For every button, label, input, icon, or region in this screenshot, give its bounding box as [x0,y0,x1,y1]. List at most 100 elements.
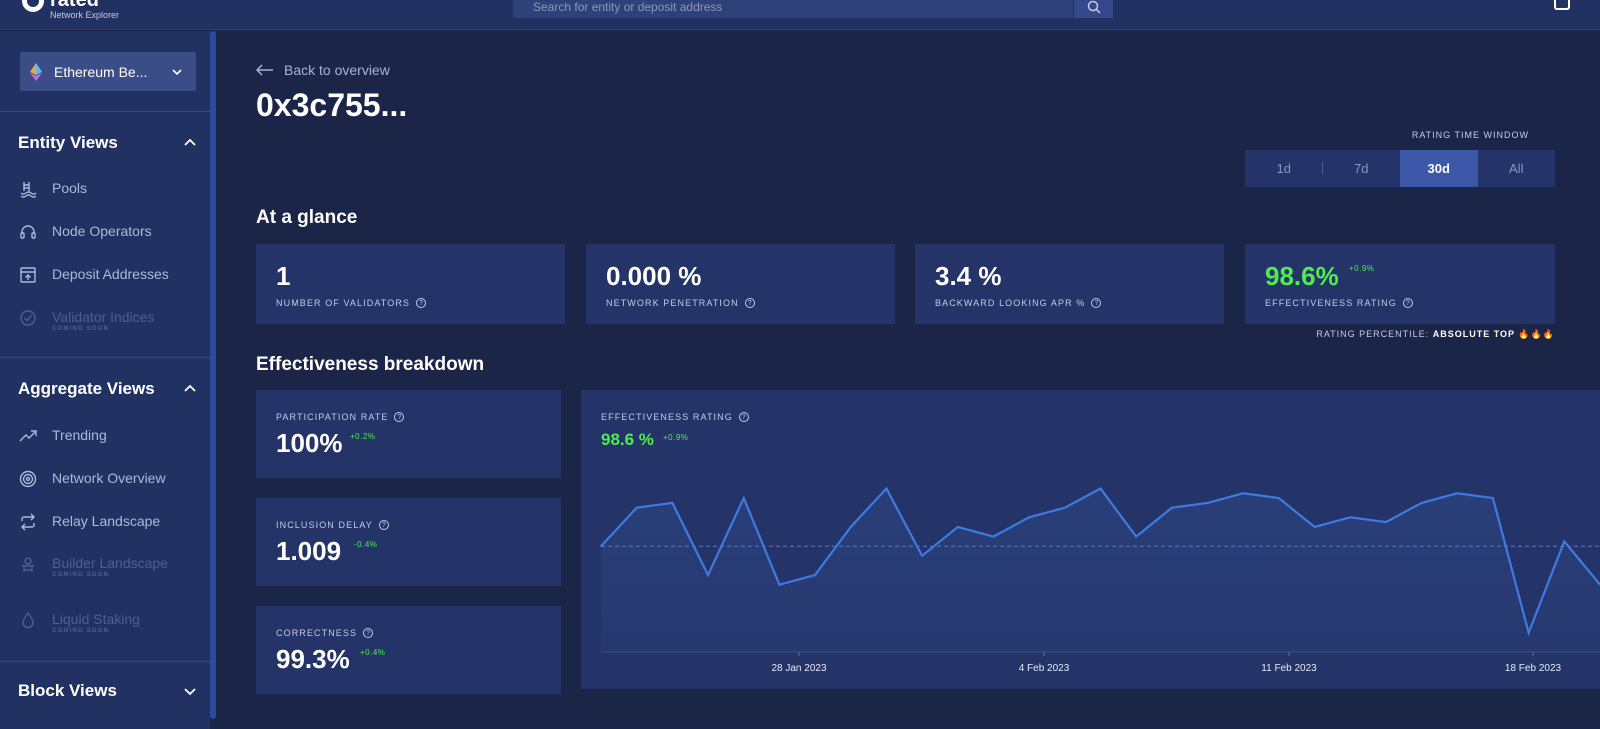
rating-window-option-label: 7d [1354,161,1369,176]
chart-point [1456,492,1459,495]
chevron-down-icon [172,68,182,75]
effectiveness-chart-card: EFFECTIVENESS RATING? 98.6 % +0.9% 28 Ja… [581,390,1600,689]
aggregate-views-header[interactable]: Aggregate Views [18,379,196,399]
sidebar-item-label: Builder Landscape [52,555,168,571]
sidebar-item-validator-indices: Validator Indices COMING SOON [18,308,154,332]
help-icon[interactable]: ? [378,520,389,530]
card-label-text: BACKWARD LOOKING APR % [935,298,1086,308]
rating-window-option-label: All [1509,161,1524,176]
rating-percentile-value: ABSOLUTE TOP 🔥🔥🔥 [1432,329,1555,339]
card-label: PARTICIPATION RATE? [276,412,405,422]
chart-point [992,535,995,538]
delta-badge: +0.2% [350,432,376,441]
apr-card: 3.4 % BACKWARD LOOKING APR %? [915,244,1224,324]
card-label: NUMBER OF VALIDATORS? [276,298,427,308]
rating-percentile: RATING PERCENTILE: ABSOLUTE TOP 🔥🔥🔥 [1216,329,1555,340]
network-penetration-card: 0.000 % NETWORK PENETRATION? [586,244,895,324]
rating-window-option-label: 1d [1276,161,1291,176]
card-label: INCLUSION DELAY? [276,520,389,530]
block-views-header[interactable]: Block Views [18,681,196,701]
chart-point [849,526,852,528]
cart-icon[interactable] [1554,0,1570,10]
help-icon[interactable]: ? [1091,298,1102,308]
card-label-text: CORRECTNESS [276,628,358,638]
card-value: 100% [276,428,343,458]
chart-point [1135,535,1137,538]
help-icon[interactable]: ? [394,412,405,422]
delta-badge: +0.9% [1349,264,1375,273]
x-tick-label: 11 Feb 2023 [1261,663,1317,674]
rating-window-option-label: 30d [1427,161,1450,176]
relay-icon [18,512,38,532]
sidebar-item-node-operators[interactable]: Node Operators [18,222,152,242]
help-icon[interactable]: ? [738,412,749,422]
logo[interactable]: rated Network Explorer [22,0,119,20]
check-circle-icon [18,308,38,328]
pool-icon [18,179,38,199]
search-input[interactable] [513,0,1073,18]
search-button[interactable] [1073,0,1113,18]
divider [0,661,210,662]
delta-badge: +0.9% [663,433,689,442]
back-link[interactable]: Back to overview [256,62,390,78]
block-views-title: Block Views [18,681,117,700]
sidebar-item-relay-landscape[interactable]: Relay Landscape [18,512,160,532]
chart-point [671,502,674,504]
entity-views-title: Entity Views [18,133,118,152]
sidebar-scrollbar[interactable] [210,31,216,719]
rating-percentile-label: RATING PERCENTILE: [1316,329,1430,339]
sidebar-item-trending[interactable]: Trending [18,426,107,446]
sidebar-item-builder-landscape: Builder Landscape COMING SOON [18,554,168,578]
chart-label: EFFECTIVENESS RATING? [601,412,749,422]
card-label-text: NUMBER OF VALIDATORS [276,298,411,308]
card-label: EFFECTIVENESS RATING? [1265,298,1413,308]
card-value: 1.009 [276,536,342,566]
headset-icon [18,222,38,242]
rating-window-7d[interactable]: 7d [1323,150,1401,187]
rating-window-30d[interactable]: 30d [1400,150,1478,187]
effectiveness-chart[interactable]: 28 Jan 2023 4 Feb 2023 11 Feb 2023 18 Feb 2… [581,390,1600,689]
sidebar-item-label: Liquid Staking [52,611,140,627]
chevron-down-icon [184,688,196,696]
card-label: BACKWARD LOOKING APR %? [935,298,1102,308]
search-icon [1087,0,1101,14]
effectiveness-breakdown-title: Effectiveness breakdown [256,354,485,375]
help-icon[interactable]: ? [363,628,374,638]
rated-logo-icon [22,0,44,12]
network-select-label: Ethereum Be... [54,63,148,80]
sidebar-item-label: Deposit Addresses [52,266,169,282]
coming-soon-badge: COMING SOON [52,628,110,634]
chart-point [1349,516,1352,519]
sidebar-item-pools[interactable]: Pools [18,179,87,199]
entity-views-header[interactable]: Entity Views [18,133,196,153]
sidebar-item-network-overview[interactable]: Network Overview [18,469,166,489]
delta-badge: -0.4% [354,540,378,549]
help-icon[interactable]: ? [1402,298,1413,308]
separator [1321,162,1323,174]
card-value: 3.4 % [935,261,1002,291]
chart-point [778,583,781,586]
chart-point [1171,506,1173,509]
sidebar-item-label: Network Overview [52,470,166,486]
ethereum-icon [30,62,42,81]
help-icon[interactable]: ? [744,298,755,308]
coming-soon-badge: COMING SOON [52,326,110,332]
chart-label-text: EFFECTIVENESS RATING [601,412,733,422]
inclusion-delay-card: INCLUSION DELAY? 1.009 -0.4% [256,498,561,586]
rating-window-1d[interactable]: 1d [1245,150,1323,187]
chart-point [1028,516,1030,519]
chart-point [1313,526,1316,528]
main-content: Back to overview 0x3c755... RATING TIME … [216,31,1600,729]
network-select[interactable]: Ethereum Be... [20,52,196,91]
x-tick-label: 4 Feb 2023 [1019,663,1070,674]
chart-point [1064,506,1066,509]
sidebar-item-deposit-addresses[interactable]: Deposit Addresses [18,265,169,285]
chevron-up-icon [184,384,196,392]
rating-window-all[interactable]: All [1478,150,1556,187]
help-icon[interactable]: ? [416,298,427,308]
validators-card: 1 NUMBER OF VALIDATORS? [256,244,565,324]
chart-value: 98.6 % [601,430,654,449]
divider [0,357,210,358]
sidebar: Ethereum Be... Entity Views Pools Node O… [0,31,210,729]
top-bar: rated Network Explorer [0,0,1600,30]
